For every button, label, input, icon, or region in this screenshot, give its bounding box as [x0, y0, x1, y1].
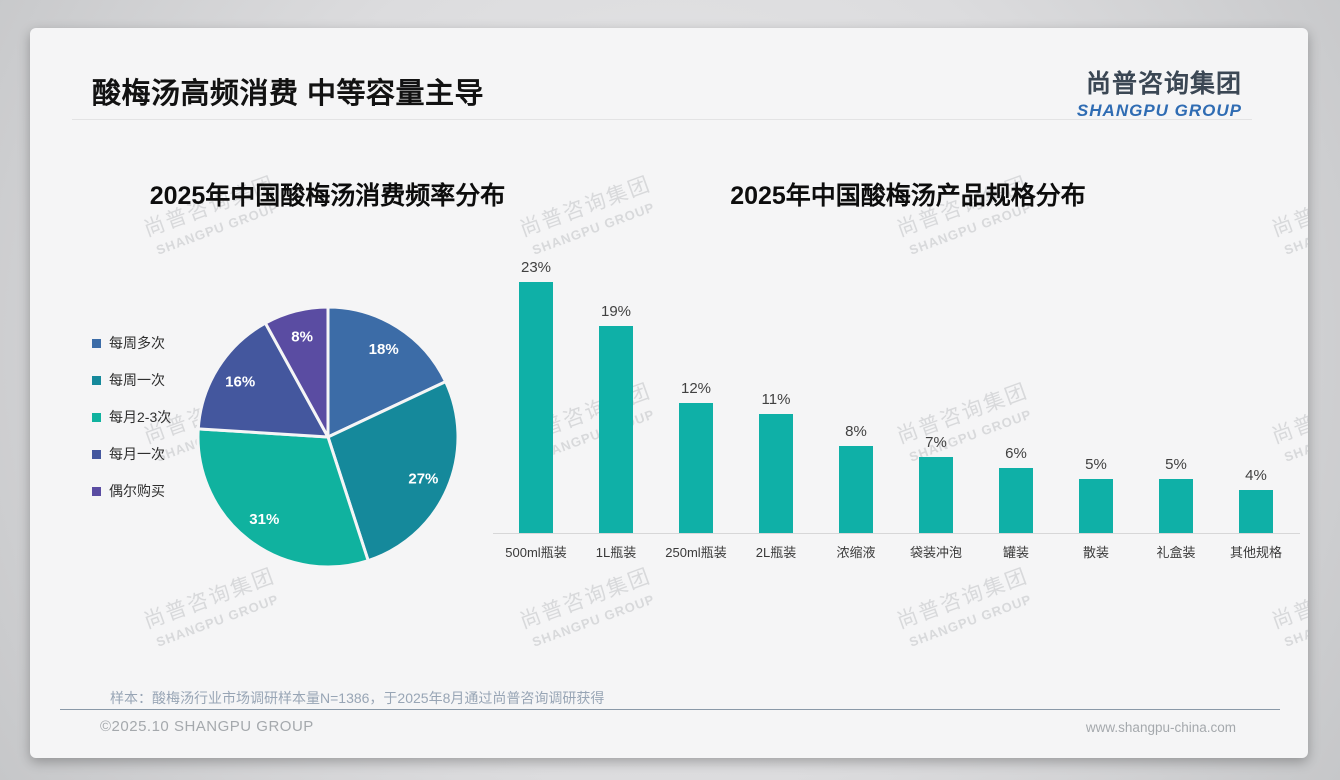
bar-value-label: 6% — [1005, 445, 1027, 462]
legend-swatch — [92, 486, 101, 496]
pie-slice-3 — [196, 321, 330, 439]
legend-item: 每月2-3次 — [92, 409, 172, 425]
bar-value-label: 5% — [1085, 456, 1107, 473]
legend-swatch — [92, 338, 101, 348]
pie-slice-label: 27% — [408, 470, 438, 487]
logo-chinese-name: 尚普咨询集团 — [1085, 70, 1242, 98]
legend-swatch — [92, 449, 101, 459]
bar-category-label: 250ml瓶装 — [665, 545, 727, 560]
legend-label: 每月一次 — [109, 446, 165, 462]
bar-category-label: 1L瓶装 — [595, 545, 637, 560]
bar-4 — [839, 446, 873, 534]
bar-category-label: 罐装 — [1002, 545, 1029, 560]
bar-category-label: 500ml瓶装 — [505, 545, 567, 560]
pie-chart-title: 2025年中国酸梅汤消费频率分布 — [149, 182, 506, 210]
bar-9 — [1239, 490, 1273, 534]
pie-slice-2 — [196, 427, 370, 569]
bar-6 — [999, 468, 1033, 534]
bar-x-axis-line — [493, 533, 1300, 534]
bar-value-label: 12% — [680, 380, 712, 397]
bar-3 — [759, 414, 793, 534]
logo-english-name: SHANGPU GROUP — [1076, 101, 1242, 120]
pie-slice-label: 18% — [369, 341, 399, 358]
pie-slice-0 — [326, 305, 448, 439]
bar-8 — [1159, 479, 1193, 534]
legend-item: 每月一次 — [92, 446, 171, 462]
pie-slice-label: 31% — [249, 511, 279, 528]
header-divider — [72, 119, 1252, 120]
bar-category-label: 2L瓶装 — [755, 545, 797, 560]
bar-7 — [1079, 479, 1113, 534]
bar-value-label: 23% — [520, 259, 552, 276]
company-logo: 尚普咨询集团 SHANGPU GROUP — [1077, 64, 1242, 121]
legend-item: 每周一次 — [92, 372, 171, 388]
pie-chart: 18% 27% 31% 16% 8% — [196, 305, 460, 569]
bar-category-label: 礼盒装 — [1156, 545, 1196, 560]
bar-value-label: 8% — [845, 423, 867, 440]
bar-category-label: 浓缩液 — [836, 545, 876, 560]
bar-value-label: 19% — [600, 303, 632, 320]
pie-slice-label: 16% — [225, 373, 255, 390]
bar-5 — [919, 457, 953, 534]
sample-note: 样本：酸梅汤行业市场调研样本量N=1386，于2025年8月通过尚普咨询调研获得 — [110, 690, 605, 706]
bar-value-label: 4% — [1245, 467, 1267, 484]
pie-slice-1 — [326, 380, 460, 563]
footer-divider — [60, 709, 1280, 710]
legend-item: 每周多次 — [92, 335, 171, 351]
pie-legend: 每周多次每周一次每月2-3次 每月一次偶尔购买 — [92, 335, 172, 521]
legend-label: 偶尔购买 — [109, 483, 165, 499]
legend-label: 每月2-3次 — [109, 409, 172, 425]
legend-swatch — [92, 412, 101, 422]
bar-0 — [519, 282, 553, 534]
copyright-text: ©2025.10 SHANGPU GROUP — [100, 718, 314, 735]
legend-swatch — [92, 375, 101, 385]
bar-category-label: 袋装冲泡 — [909, 545, 962, 560]
bar-category-label: 其他规格 — [1229, 545, 1282, 560]
bar-category-label: 散装 — [1082, 545, 1109, 560]
report-card: 尚普咨询集团 SHANGPU GROUP 尚普咨询集团 SHANGPU GROUP 尚普… — [30, 28, 1308, 758]
bar-chart: 23% 500ml瓶装 19% 1L瓶装 12% 250ml瓶装 11% 2L瓶装 8% 浓缩液 7… — [485, 248, 1308, 560]
bar-chart-title: 2025年中国酸梅汤产品规格分布 — [730, 182, 1086, 210]
bar-value-label: 11% — [761, 391, 791, 408]
bar-value-label: 7% — [925, 434, 947, 451]
page-title: 酸梅汤高频消费 中等容量主导 — [92, 78, 485, 110]
bar-1 — [599, 326, 633, 534]
pie-slice-4 — [263, 305, 330, 439]
legend-label: 每周一次 — [109, 372, 165, 388]
legend-label: 每周多次 — [109, 335, 165, 351]
pie-slice-label: 8% — [291, 328, 313, 345]
legend-item: 偶尔购买 — [92, 483, 171, 499]
website-text: www.shangpu-china.com — [1085, 720, 1236, 735]
bar-2 — [679, 403, 713, 534]
bar-value-label: 5% — [1165, 456, 1187, 473]
card-content: 酸梅汤高频消费 中等容量主导 尚普咨询集团 SHANGPU GROUP 2025… — [30, 28, 1308, 758]
